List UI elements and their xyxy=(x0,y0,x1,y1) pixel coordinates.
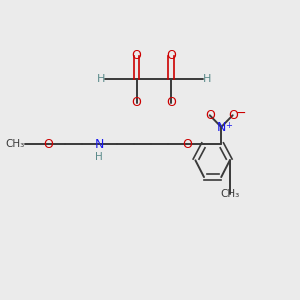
Text: N: N xyxy=(217,121,226,134)
Text: O: O xyxy=(166,96,176,110)
Text: H: H xyxy=(202,74,211,84)
Text: CH₃: CH₃ xyxy=(220,189,239,199)
Text: O: O xyxy=(43,138,52,151)
Text: O: O xyxy=(132,96,142,110)
Text: O: O xyxy=(166,49,176,62)
Text: −: − xyxy=(236,107,247,120)
Text: CH₃: CH₃ xyxy=(5,139,25,149)
Text: O: O xyxy=(205,109,215,122)
Text: O: O xyxy=(228,109,238,122)
Text: N: N xyxy=(94,138,104,151)
Text: H: H xyxy=(95,152,103,162)
Text: O: O xyxy=(182,138,192,151)
Text: O: O xyxy=(132,49,142,62)
Text: +: + xyxy=(225,121,232,130)
Text: H: H xyxy=(97,74,105,84)
